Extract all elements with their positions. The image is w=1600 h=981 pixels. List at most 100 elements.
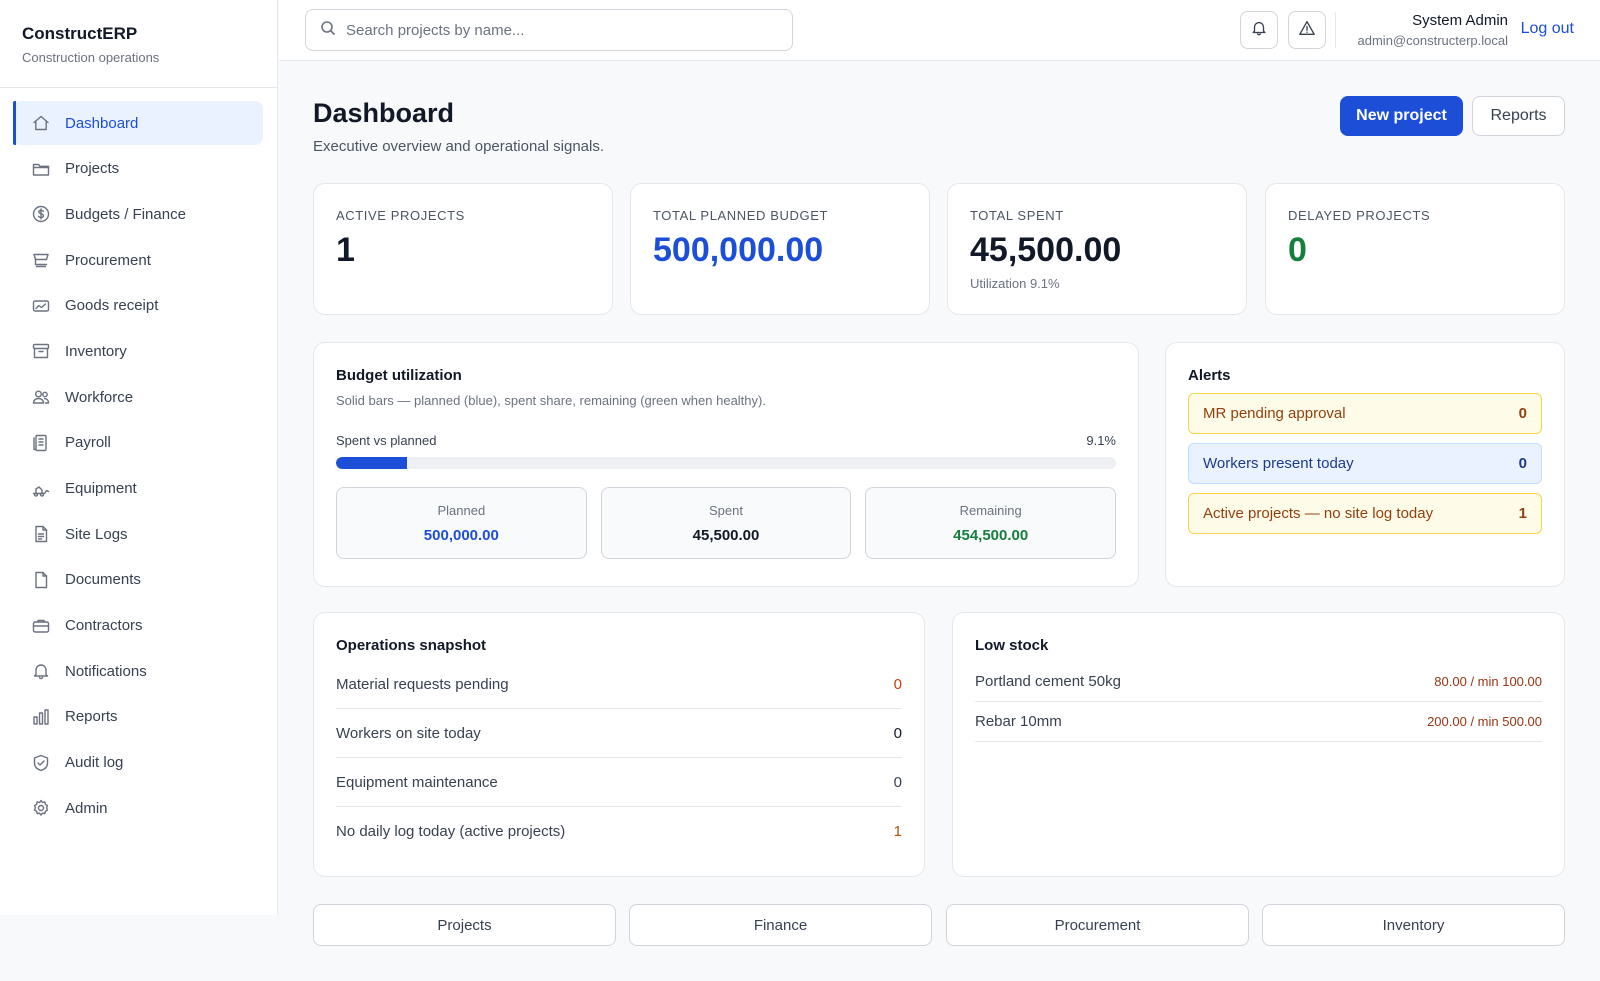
sidebar-item-inventory[interactable]: Inventory: [13, 329, 263, 373]
ops-value: 1: [893, 823, 902, 840]
progress-fill: [336, 457, 407, 469]
bell-icon: [1250, 19, 1268, 42]
sidebar-item-label: Contractors: [65, 617, 143, 635]
page-title: Dashboard: [313, 98, 455, 128]
ops-label: Workers on site today: [336, 724, 481, 742]
sidebar-item-audit-log[interactable]: Audit log: [13, 741, 263, 785]
alert-workers-present[interactable]: Workers present today 0: [1188, 443, 1542, 484]
ops-row: No daily log today (active projects) 1: [336, 807, 902, 856]
sidebar-item-budgets[interactable]: Budgets / Finance: [13, 192, 263, 236]
sidebar-item-contractors[interactable]: Contractors: [13, 604, 263, 648]
quick-link-procurement[interactable]: Procurement: [946, 904, 1249, 946]
alerts-button[interactable]: [1288, 11, 1326, 49]
sidebar-item-label: Payroll: [65, 434, 111, 452]
ops-label: Material requests pending: [336, 675, 509, 693]
bell-icon: [31, 661, 51, 681]
alert-count: 0: [1518, 405, 1527, 422]
sidebar-item-notifications[interactable]: Notifications: [13, 649, 263, 693]
sidebar-item-site-logs[interactable]: Site Logs: [13, 512, 263, 556]
sidebar-item-workforce[interactable]: Workforce: [13, 375, 263, 419]
alert-no-site-log[interactable]: Active projects — no site log today 1: [1188, 493, 1542, 534]
ops-value: 0: [893, 773, 902, 791]
kpi-label: TOTAL PLANNED BUDGET: [653, 208, 829, 223]
topbar-divider: [1335, 12, 1336, 48]
stock-item-qty: 80.00 / min 100.00: [1434, 674, 1542, 689]
spent-box: Spent 45,500.00: [600, 487, 852, 559]
dollar-circle-icon: [31, 204, 51, 224]
kpi-value: 1: [336, 231, 355, 269]
ops-row: Equipment maintenance 0: [336, 758, 902, 807]
kpi-value: 0: [1288, 231, 1307, 269]
ops-row: Workers on site today 0: [336, 709, 902, 758]
notifications-button[interactable]: [1240, 11, 1278, 49]
sidebar-item-documents[interactable]: Documents: [13, 558, 263, 602]
briefcase-icon: [31, 616, 51, 636]
sidebar-item-dashboard[interactable]: Dashboard: [13, 101, 263, 145]
progress-percent: 9.1%: [1086, 433, 1116, 448]
quick-link-inventory[interactable]: Inventory: [1262, 904, 1565, 946]
search-input[interactable]: [346, 21, 766, 39]
reports-button[interactable]: Reports: [1472, 96, 1565, 136]
sidebar-item-label: Audit log: [65, 754, 124, 772]
sidebar-item-reports[interactable]: Reports: [13, 695, 263, 739]
sidebar-item-label: Budgets / Finance: [65, 205, 186, 223]
kpi-label: ACTIVE PROJECTS: [336, 208, 465, 223]
alerts-card: Alerts MR pending approval 0 Workers pre…: [1165, 342, 1565, 587]
sidebar-item-admin[interactable]: Admin: [13, 786, 263, 830]
sidebar-item-goods-receipt[interactable]: Goods receipt: [13, 284, 263, 328]
remaining-box: Remaining 454,500.00: [865, 487, 1117, 559]
bar-chart-icon: [31, 707, 51, 727]
new-project-button[interactable]: New project: [1340, 96, 1463, 136]
payroll-icon: [31, 433, 51, 453]
progress-bar: [336, 457, 1116, 469]
stock-item-qty: 200.00 / min 500.00: [1427, 714, 1542, 729]
card-title: Low stock: [975, 637, 1049, 654]
stock-row: Rebar 10mm 200.00 / min 500.00: [975, 702, 1542, 742]
document-icon: [31, 570, 51, 590]
app-title: ConstructERP: [22, 24, 138, 43]
operations-snapshot-card: Operations snapshot Material requests pe…: [313, 612, 925, 877]
remaining-label: Remaining: [959, 503, 1022, 518]
sidebar-item-equipment[interactable]: Equipment: [13, 467, 263, 511]
ops-row: Material requests pending 0: [336, 660, 902, 709]
sidebar-item-procurement[interactable]: Procurement: [13, 238, 263, 282]
shield-icon: [31, 753, 51, 773]
stock-item-name: Portland cement 50kg: [975, 673, 1121, 690]
alert-label: Active projects — no site log today: [1203, 505, 1434, 522]
kpi-value: 500,000.00: [653, 231, 824, 269]
sidebar-item-label: Admin: [65, 799, 108, 817]
search-icon: [320, 20, 336, 41]
planned-value: 500,000.00: [423, 527, 499, 544]
search-box[interactable]: [305, 9, 793, 51]
topbar: System Admin admin@constructerp.local Lo…: [279, 0, 1600, 61]
ops-label: Equipment maintenance: [336, 773, 498, 791]
card-title: Budget utilization: [336, 367, 462, 384]
sidebar-item-payroll[interactable]: Payroll: [13, 421, 263, 465]
kpi-note: Utilization 9.1%: [970, 276, 1060, 291]
sidebar-item-label: Projects: [65, 160, 120, 178]
stock-item-name: Rebar 10mm: [975, 713, 1062, 730]
alert-label: MR pending approval: [1203, 405, 1346, 422]
sidebar-item-label: Dashboard: [65, 114, 139, 132]
quick-link-projects[interactable]: Projects: [313, 904, 616, 946]
warning-icon: [1298, 19, 1316, 42]
sidebar-item-label: Reports: [65, 708, 118, 726]
alert-label: Workers present today: [1203, 455, 1354, 472]
sidebar: ConstructERP Construction operations Das…: [0, 0, 278, 915]
alert-mr-pending[interactable]: MR pending approval 0: [1188, 393, 1542, 434]
sidebar-item-projects[interactable]: Projects: [13, 147, 263, 191]
ops-value: 0: [893, 724, 902, 742]
remaining-value: 454,500.00: [953, 527, 1029, 544]
sidebar-nav: Dashboard Projects Budgets / Finance Pro…: [0, 88, 277, 830]
quick-link-finance[interactable]: Finance: [629, 904, 932, 946]
sidebar-item-label: Site Logs: [65, 525, 128, 543]
sidebar-item-label: Notifications: [65, 662, 147, 680]
progress-label: Spent vs planned: [336, 433, 437, 448]
archive-icon: [31, 341, 51, 361]
spent-label: Spent: [709, 503, 743, 518]
progress-header: Spent vs planned 9.1%: [336, 433, 1116, 448]
sidebar-item-label: Procurement: [65, 251, 151, 269]
logout-link[interactable]: Log out: [1520, 20, 1574, 37]
user-name: System Admin: [1412, 12, 1508, 29]
file-text-icon: [31, 524, 51, 544]
